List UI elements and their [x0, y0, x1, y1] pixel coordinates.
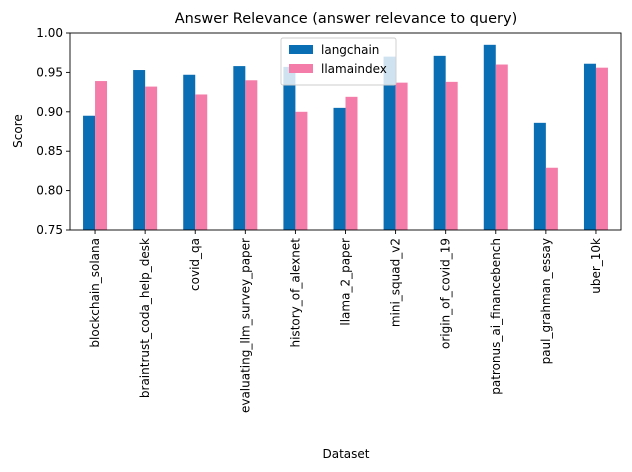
y-tick-label: 0.85	[36, 144, 63, 158]
bar-langchain-history_of_alexnet	[283, 66, 296, 230]
chart-title: Answer Relevance (answer relevance to qu…	[175, 11, 517, 27]
x-tick-label: origin_of_covid_19	[439, 238, 453, 349]
x-tick-label: mini_squad_v2	[389, 238, 403, 327]
bar-langchain-uber_10k	[583, 63, 596, 231]
bar-langchain-braintrust_coda_help_desk	[133, 70, 146, 230]
legend: langchain llamaindex	[280, 37, 397, 86]
x-axis: blockchain_solana braintrust_coda_help_de…	[88, 230, 603, 413]
bar-langchain-covid_qa	[183, 74, 196, 230]
bar-llamaindex-blockchain_solana	[95, 81, 108, 231]
bar-llamaindex-mini_squad_v2	[395, 82, 408, 230]
bar-llamaindex-braintrust_coda_help_desk	[145, 86, 158, 230]
bar-langchain-patronus_ai_financebench	[483, 44, 496, 230]
legend-swatch-llamaindex	[289, 64, 313, 73]
x-tick-label: uber_10k	[589, 238, 603, 294]
legend-label-llamaindex: llamaindex	[321, 62, 387, 76]
bar-llamaindex-history_of_alexnet	[295, 111, 308, 230]
legend-label-langchain: langchain	[321, 43, 379, 57]
x-tick-label: patronus_ai_financebench	[489, 238, 503, 395]
x-tick-label: llama_2_paper	[339, 238, 353, 326]
bar-llamaindex-llama_2_paper	[345, 96, 358, 230]
bar-llamaindex-origin_of_covid_19	[445, 81, 458, 230]
bar-llamaindex-uber_10k	[595, 67, 608, 230]
bar-langchain-origin_of_covid_19	[433, 55, 446, 230]
bar-langchain-paul_grahman_essay	[533, 122, 546, 230]
y-tick-label: 1.00	[36, 26, 63, 40]
x-tick-label: history_of_alexnet	[288, 238, 302, 348]
bar-llamaindex-paul_grahman_essay	[545, 167, 558, 230]
x-tick-label: covid_qa	[188, 238, 202, 291]
bar-langchain-blockchain_solana	[83, 115, 96, 230]
x-tick-label: braintrust_coda_help_desk	[138, 238, 152, 398]
y-tick-label: 0.80	[36, 184, 63, 198]
y-tick-label: 0.75	[36, 223, 63, 237]
bar-llamaindex-covid_qa	[195, 94, 208, 231]
bar-llamaindex-evaluating_llm_survey_paper	[245, 80, 258, 230]
bar-langchain-llama_2_paper	[333, 107, 346, 230]
x-tick-label: paul_grahman_essay	[539, 238, 553, 364]
bars	[83, 44, 608, 231]
bar-langchain-evaluating_llm_survey_paper	[233, 66, 246, 230]
x-axis-label: Dataset	[323, 447, 370, 461]
bar-llamaindex-patronus_ai_financebench	[495, 64, 508, 231]
y-axis: 0.75 0.80 0.85 0.90 0.95 1.00	[36, 26, 70, 237]
x-tick-label: evaluating_llm_survey_paper	[238, 238, 252, 413]
y-axis-label: Score	[11, 114, 25, 148]
x-tick-label: blockchain_solana	[88, 238, 102, 348]
y-tick-label: 0.90	[36, 105, 63, 119]
legend-swatch-langchain	[289, 45, 313, 54]
y-tick-label: 0.95	[36, 65, 63, 79]
bar-langchain-mini_squad_v2	[383, 56, 396, 230]
